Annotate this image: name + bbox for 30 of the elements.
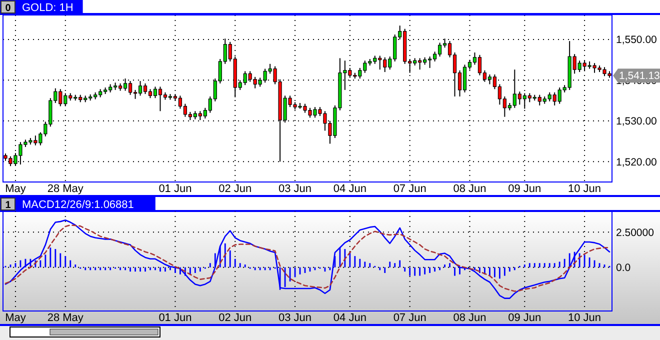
x-tick-label: 01 Jun (158, 183, 192, 195)
y-tick-label: 0.0 (616, 262, 631, 274)
x-tick-label: 02 Jun (218, 183, 252, 195)
x-tick-label: 28 May (47, 183, 84, 195)
x-tick-label: 01 Jun (158, 312, 192, 324)
annotation: 1 (5, 200, 12, 211)
x-tick-label: 09 Jun (508, 183, 542, 195)
x-tick-label: May (5, 183, 26, 195)
x-tick-label: 28 May (47, 312, 84, 324)
x-tick-label: 04 Jun (333, 312, 366, 324)
x-tick-label: 07 Jun (393, 312, 426, 324)
x-tick-label: 03 Jun (278, 183, 312, 195)
y-tick-label: 1,520.00 (616, 156, 658, 168)
x-tick-label: May (5, 312, 26, 324)
y-tick-label: 1,550.00 (616, 34, 658, 46)
chart-title: MACD12/26/9:1.06881 (22, 199, 134, 211)
x-tick-label: 10 Jun (568, 312, 602, 324)
x-tick-label: 03 Jun (278, 312, 312, 324)
x-tick-label: 09 Jun (508, 312, 542, 324)
text: 1,541.13 (619, 70, 660, 82)
y-tick-label: 1,530.00 (616, 116, 658, 128)
y-tick-label: 2.50000 (616, 226, 654, 239)
x-tick-label: 02 Jun (218, 312, 252, 324)
x-tick-label: 07 Jun (393, 183, 426, 195)
x-tick-label: 08 Jun (453, 183, 486, 195)
x-tick-label: 04 Jun (333, 183, 366, 195)
x-tick-label: 08 Jun (453, 312, 486, 324)
chart-title: GOLD: 1H (22, 2, 74, 14)
text: 0 (5, 3, 12, 14)
x-tick-label: 10 Jun (568, 183, 602, 195)
